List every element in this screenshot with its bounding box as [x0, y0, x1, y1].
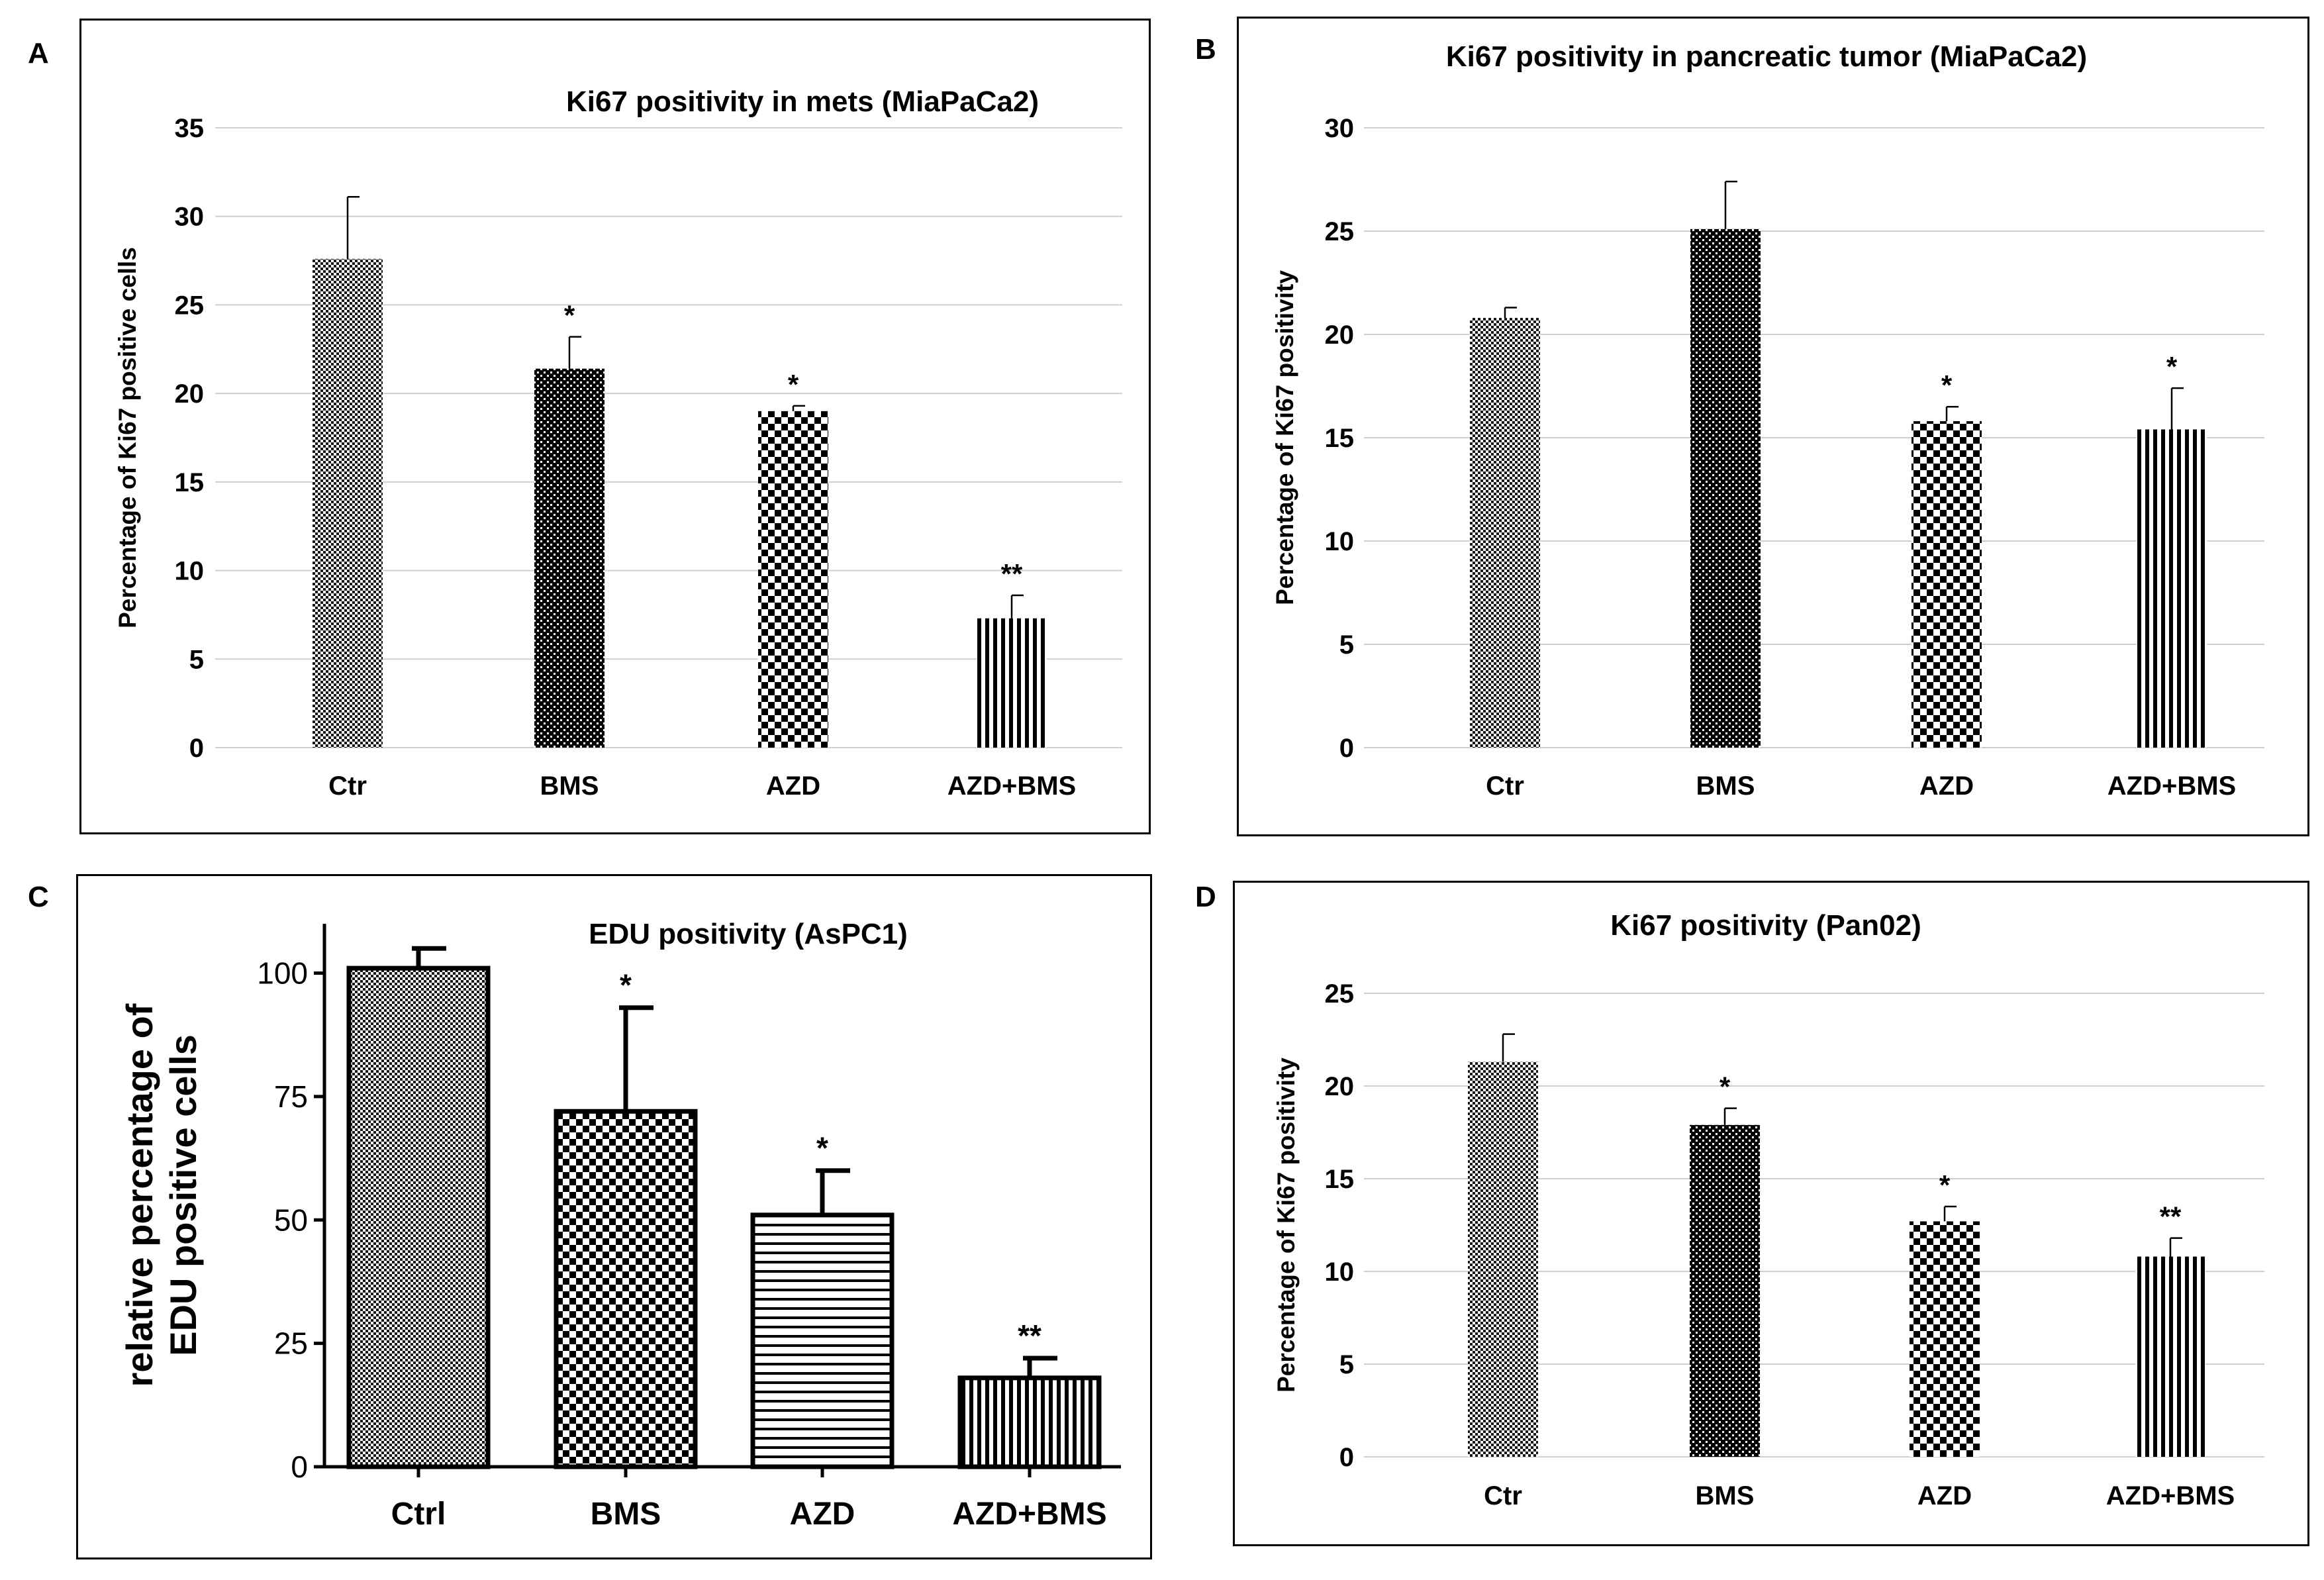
x-tick-label: BMS	[1696, 771, 1755, 801]
x-tick-label: AZD	[1919, 771, 1974, 801]
bar	[750, 1212, 895, 1469]
significance-label: *	[1719, 1071, 1731, 1103]
x-tick-label: BMS	[591, 1497, 661, 1532]
y-tick-label: 25	[1325, 979, 1355, 1009]
y-tick-label: 10	[175, 557, 205, 586]
y-axis-label: EDU positive cells	[162, 1034, 204, 1356]
bar	[2135, 1256, 2205, 1457]
x-tick-label: AZD+BMS	[2107, 771, 2236, 801]
panel-b-frame	[1237, 17, 2309, 836]
y-tick-label: 100	[257, 956, 308, 991]
y-tick-label: 5	[189, 645, 204, 674]
y-tick-label: 0	[1339, 734, 1354, 763]
bar	[758, 411, 828, 748]
chart-title: Ki67 positivity in pancreatic tumor (Mia…	[1446, 40, 2087, 73]
x-tick-label: AZD+BMS	[2106, 1481, 2235, 1510]
bar	[1912, 421, 1982, 748]
y-axis-label: relative percentage of	[119, 1003, 160, 1387]
x-tick-label: BMS	[1696, 1481, 1755, 1510]
x-tick-label: Ctr	[1486, 771, 1524, 801]
bar	[534, 368, 605, 748]
bar	[1470, 318, 1540, 748]
y-tick-label: 15	[1325, 1165, 1355, 1194]
y-tick-label: 20	[1325, 1072, 1355, 1101]
y-tick-label: 15	[1325, 424, 1355, 453]
significance-label: **	[1018, 1318, 1041, 1353]
y-axis-label: Percentage of Ki67 positive cells	[114, 247, 141, 628]
y-tick-label: 30	[1325, 114, 1355, 143]
bar	[2137, 429, 2207, 748]
bar	[346, 965, 491, 1469]
bar	[1690, 1124, 1760, 1457]
significance-label: **	[1001, 558, 1023, 589]
bar	[957, 1375, 1102, 1469]
y-tick-label: 20	[175, 379, 205, 409]
y-tick-label: 25	[175, 291, 205, 320]
chart-title: Ki67 positivity in mets (MiaPaCa2)	[566, 85, 1039, 118]
significance-label: **	[2160, 1201, 2182, 1232]
y-tick-label: 10	[1325, 1258, 1355, 1287]
significance-label: *	[1941, 370, 1953, 401]
panel-a-frame	[79, 19, 1151, 834]
x-tick-label: AZD	[1917, 1481, 1972, 1510]
y-tick-label: 0	[291, 1450, 308, 1484]
x-tick-label: AZD	[766, 771, 820, 801]
significance-label: *	[788, 369, 799, 400]
chart-title: EDU positivity (AsPC1)	[589, 918, 908, 950]
panel-d-frame	[1233, 881, 2309, 1546]
x-tick-label: AZD+BMS	[952, 1497, 1106, 1532]
y-tick-label: 0	[1339, 1443, 1354, 1472]
significance-label: *	[620, 968, 632, 1003]
y-tick-label: 75	[274, 1079, 308, 1114]
y-tick-label: 25	[274, 1326, 308, 1361]
y-tick-label: 10	[1325, 527, 1355, 556]
bar	[554, 1109, 698, 1469]
significance-label: *	[816, 1131, 828, 1165]
y-axis-label-group: relative percentage of EDU positive cells	[119, 1003, 204, 1387]
x-tick-label: BMS	[540, 771, 599, 801]
y-tick-label: 35	[175, 114, 205, 143]
y-tick-label: 5	[1339, 1350, 1354, 1379]
panel-a-letter: A	[28, 37, 49, 70]
panel-d-letter: D	[1195, 881, 1216, 913]
y-tick-label: 5	[1339, 630, 1354, 660]
bar	[1690, 228, 1761, 748]
x-tick-label: Ctr	[328, 771, 367, 801]
panel-b-letter: B	[1195, 33, 1216, 66]
panel-c-letter: C	[28, 881, 49, 913]
bar	[1468, 1062, 1538, 1457]
bar	[977, 618, 1047, 748]
y-tick-label: 20	[1325, 321, 1355, 350]
x-tick-label: AZD+BMS	[947, 771, 1076, 801]
y-tick-label: 15	[175, 468, 205, 497]
significance-label: *	[564, 300, 575, 331]
bar	[1910, 1221, 1980, 1457]
bar	[313, 258, 383, 748]
y-tick-label: 0	[189, 734, 204, 763]
y-axis-label: Percentage of Ki67 positivity	[1273, 1058, 1300, 1393]
x-tick-label: Ctrl	[391, 1497, 446, 1532]
y-axis-label: Percentage of Ki67 positivity	[1271, 270, 1298, 605]
significance-label: *	[2166, 351, 2178, 382]
y-tick-label: 25	[1325, 217, 1355, 246]
chart-title: Ki67 positivity (Pan02)	[1610, 909, 1921, 942]
y-tick-label: 50	[274, 1203, 308, 1237]
y-tick-label: 30	[175, 203, 205, 232]
x-tick-label: Ctr	[1484, 1481, 1522, 1510]
x-tick-label: AZD	[790, 1497, 855, 1532]
significance-label: *	[1939, 1169, 1951, 1201]
